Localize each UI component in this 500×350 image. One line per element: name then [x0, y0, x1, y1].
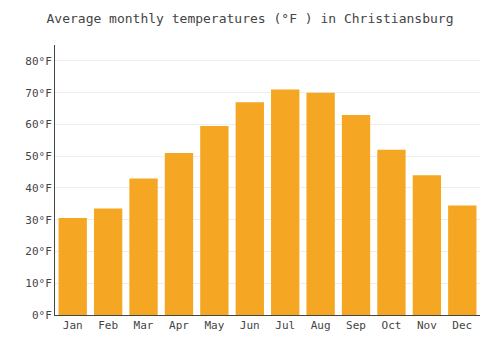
svg-text:Jan: Jan [63, 319, 83, 332]
svg-text:70°F: 70°F [25, 87, 52, 100]
svg-text:Average monthly temperatures (: Average monthly temperatures (°F ) in Ch… [47, 11, 454, 26]
svg-text:Feb: Feb [98, 319, 118, 332]
svg-text:Aug: Aug [311, 319, 331, 332]
svg-text:Oct: Oct [382, 319, 402, 332]
svg-text:30°F: 30°F [25, 214, 52, 227]
svg-text:20°F: 20°F [25, 245, 52, 258]
svg-text:Nov: Nov [417, 319, 437, 332]
svg-text:Mar: Mar [134, 319, 154, 332]
svg-text:60°F: 60°F [25, 118, 52, 131]
svg-text:Jul: Jul [275, 319, 295, 332]
svg-text:May: May [204, 319, 224, 332]
svg-text:50°F: 50°F [25, 150, 52, 163]
svg-text:Apr: Apr [169, 319, 189, 332]
svg-text:80°F: 80°F [25, 55, 52, 68]
svg-text:Sep: Sep [346, 319, 366, 332]
svg-text:Dec: Dec [452, 319, 472, 332]
svg-text:40°F: 40°F [25, 182, 52, 195]
svg-text:0°F: 0°F [32, 309, 52, 322]
svg-text:Jun: Jun [240, 319, 260, 332]
svg-text:10°F: 10°F [25, 277, 52, 290]
